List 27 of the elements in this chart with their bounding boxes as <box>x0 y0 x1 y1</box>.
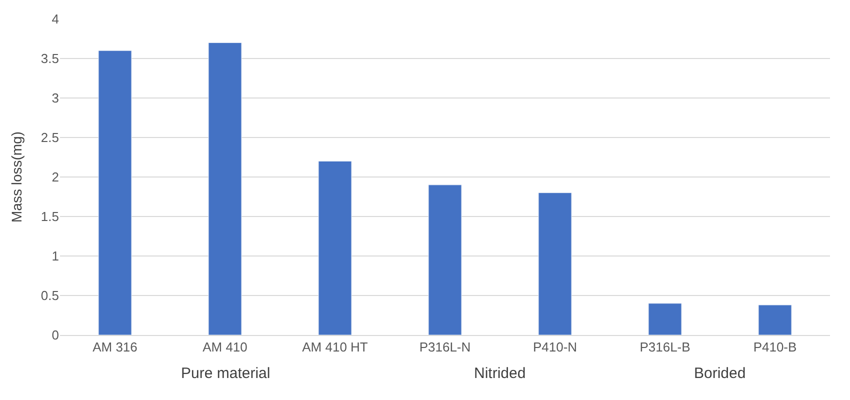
x-tick-label: P316L-B <box>640 340 690 355</box>
bar <box>428 184 462 335</box>
text: Pure material <box>181 365 270 382</box>
y-tick-label: 3.5 <box>40 51 59 66</box>
x-tick-label: AM 410 <box>202 340 248 355</box>
bar <box>98 50 132 335</box>
bar <box>208 42 242 335</box>
y-tick-label: 0.5 <box>40 288 59 304</box>
x-tick-label: P410-B <box>753 340 797 355</box>
y-axis-title: Mass loss(mg) <box>8 131 25 223</box>
x-tick-label: P316L-N <box>419 340 471 355</box>
x-tick-label: AM 316 <box>92 340 138 355</box>
y-tick-label: 4 <box>52 12 59 27</box>
y-tick-label: 3 <box>52 90 59 106</box>
bar <box>648 303 682 335</box>
text: Nitrided <box>474 365 526 382</box>
y-tick-label: 2 <box>52 170 59 185</box>
text: Borided <box>694 365 746 382</box>
y-tick-label: 1 <box>52 248 59 264</box>
bar <box>318 160 352 335</box>
bar <box>758 304 792 335</box>
x-tick-label: AM 410 HT <box>302 340 368 355</box>
x-tick-label: P410-N <box>532 340 578 355</box>
y-tick-label: 0 <box>52 328 59 343</box>
y-tick-label: 1.5 <box>40 209 59 224</box>
y-tick-label: 2.5 <box>40 130 59 146</box>
bar <box>538 192 572 335</box>
